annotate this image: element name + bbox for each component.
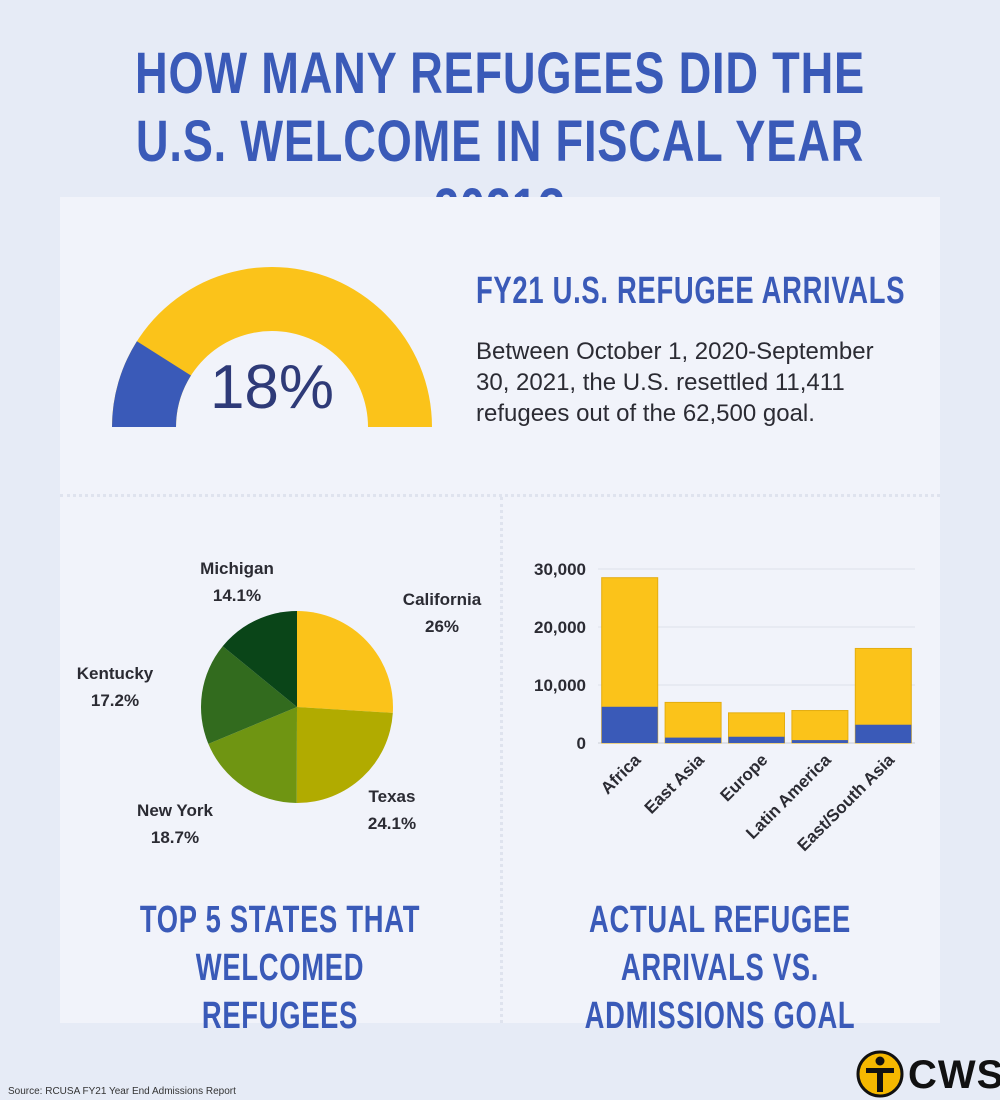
gauge-percentage: 18% [209,353,335,422]
logo-text: CWS [908,1053,1000,1097]
page-title: HOW MANY REFUGEES DID THE U.S. WELCOME I… [135,41,865,242]
divider-vertical [500,497,503,1023]
x-tick-label: East Asia [641,750,708,817]
x-tick-label: Europe [716,750,771,805]
bar-goal [791,710,849,744]
y-tick-label: 30,000 [534,560,586,579]
pie-slice-texas [296,707,393,803]
source-note: Source: RCUSA FY21 Year End Admissions R… [8,1086,236,1097]
bar-actual [665,737,722,743]
arrivals-description: Between October 1, 2020-September 30, 20… [476,338,874,427]
pie-value-label: 17.2% [91,691,139,710]
x-tick-label: Africa [597,750,645,798]
bar-actual [601,706,658,743]
pie-slice-new-york [208,707,297,803]
bar-actual [791,740,848,743]
y-tick-label: 10,000 [534,676,586,695]
bar-goal [664,701,722,744]
gauge-goal-arc [112,267,432,427]
states-heading: TOP 5 STATES THAT WELCOMED REFUGEES [139,899,421,1037]
cws-cross-circle-icon [856,1050,904,1098]
bar-actual [728,736,785,743]
pie-slice-california [297,611,394,713]
y-tick-label: 0 [577,734,586,753]
pie-value-label: 26% [425,617,459,636]
goal-heading: ACTUAL REFUGEE ARRIVALS VS. ADMISSIONS G… [584,899,856,1037]
pie-value-label: 24.1% [368,814,416,833]
pie-label: California [403,590,482,609]
gauge-chart [112,267,432,427]
pie-slice-kentucky [201,646,297,744]
divider-horizontal [60,494,940,497]
pie-label: Kentucky [77,664,154,683]
pie-slice-michigan [222,611,297,707]
pie-label: Michigan [200,559,274,578]
arrivals-heading: FY21 U.S. REFUGEE ARRIVALS [476,270,906,312]
bar-actual [855,724,912,743]
pie-label: New York [137,801,213,820]
pie-value-label: 14.1% [213,586,261,605]
y-tick-label: 20,000 [534,618,586,637]
pie-value-label: 18.7% [151,828,199,847]
states-pie-chart: California 26% Texas 24.1% New York 18.7% Kent… [77,559,482,847]
gauge-actual-arc [112,341,191,427]
pie-label: Texas [369,787,416,806]
